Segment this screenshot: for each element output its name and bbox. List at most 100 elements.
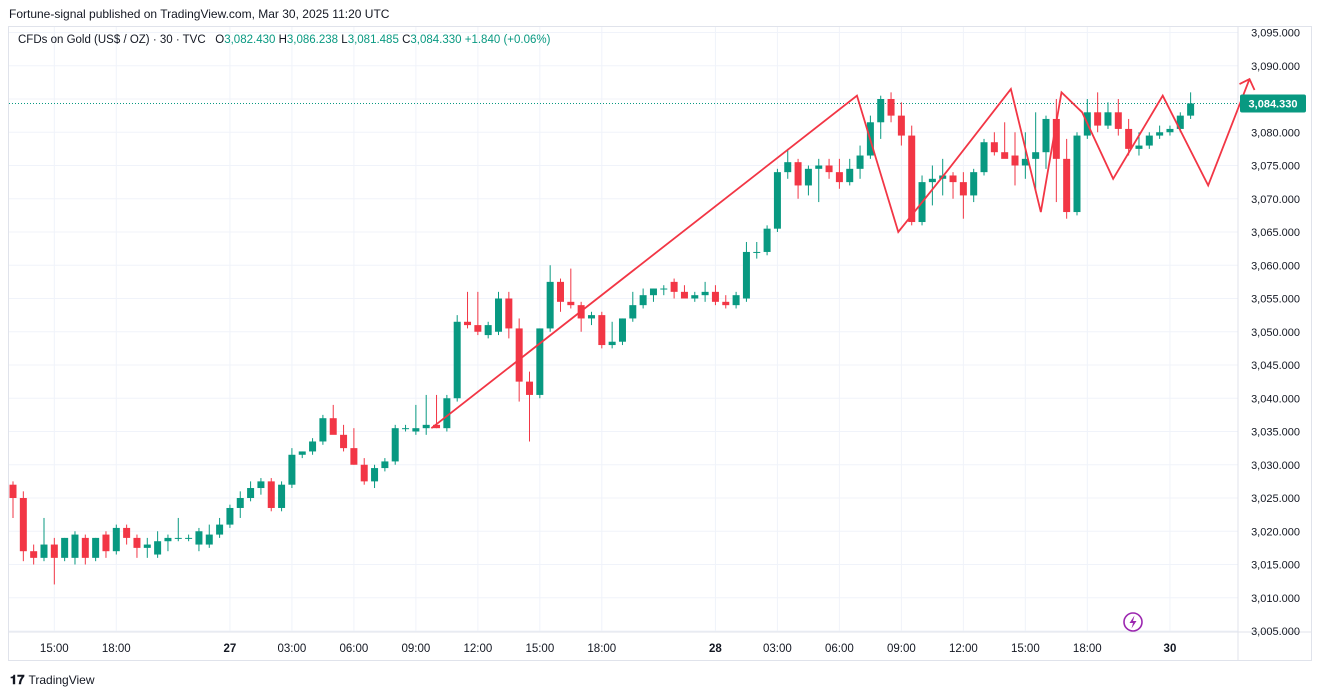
- candle-body: [205, 534, 213, 545]
- x-tick-label: 18:00: [587, 643, 616, 655]
- x-tick-label: 12:00: [463, 643, 492, 655]
- candle-body: [660, 288, 668, 290]
- candle-body: [309, 441, 317, 452]
- candle-body: [670, 281, 678, 292]
- candle-body: [1011, 155, 1019, 166]
- y-tick-label: 3,095.000: [1251, 28, 1300, 40]
- candle-body: [556, 281, 564, 302]
- candle-body: [526, 381, 533, 395]
- last-price-label: 3,084.330: [1249, 98, 1298, 110]
- candle-body: [618, 318, 626, 342]
- chart-legend: CFDs on Gold (US$ / OZ) · 30 · TVC O3,08…: [18, 34, 550, 46]
- candle-body: [908, 135, 916, 223]
- x-tick-label: 15:00: [1011, 643, 1040, 655]
- candle-body: [433, 424, 441, 429]
- candle-body: [195, 531, 203, 545]
- candle-body: [846, 168, 854, 183]
- candle-body: [174, 537, 182, 539]
- candle-body: [1187, 103, 1195, 116]
- legend-low: 3,081.485: [347, 34, 399, 46]
- candle-body: [949, 175, 957, 183]
- x-tick-label: 09:00: [887, 643, 916, 655]
- candle-body: [608, 341, 616, 346]
- candle-body: [763, 228, 771, 252]
- candle-body: [691, 295, 699, 299]
- y-tick-label: 3,005.000: [1251, 626, 1300, 638]
- y-tick-label: 3,035.000: [1251, 427, 1300, 439]
- candle-body: [742, 251, 750, 299]
- candle-body: [629, 305, 637, 319]
- y-tick-label: 3,065.000: [1251, 227, 1300, 239]
- chart-frame: [8, 26, 1312, 661]
- tradingview-logo-icon: 𝟏𝟕: [10, 672, 25, 687]
- x-tick-label: 12:00: [949, 643, 978, 655]
- candle-body: [216, 524, 224, 535]
- x-tick-label: 03:00: [763, 643, 792, 655]
- candle-body: [236, 498, 244, 508]
- candle-body: [1063, 158, 1071, 213]
- candle-body: [773, 172, 781, 229]
- candle-body: [536, 328, 544, 395]
- candle-body: [40, 544, 48, 558]
- y-tick-label: 3,080.000: [1251, 127, 1300, 139]
- candle-body: [1176, 115, 1184, 129]
- x-tick-label: 28: [709, 643, 722, 655]
- candle-body: [804, 168, 812, 186]
- candle-body: [598, 315, 606, 346]
- candle-body: [71, 534, 79, 558]
- candle-body: [1021, 158, 1029, 166]
- x-tick-label: 18:00: [1073, 643, 1102, 655]
- candle-body: [123, 527, 131, 538]
- candle-body: [371, 468, 379, 482]
- footer-brand[interactable]: 𝟏𝟕 TradingView: [10, 672, 95, 688]
- candle-body: [9, 484, 17, 498]
- candle-body: [402, 428, 410, 430]
- y-tick-label: 3,060.000: [1251, 260, 1300, 272]
- x-tick-label: 06:00: [339, 643, 368, 655]
- candle-body: [1073, 135, 1081, 213]
- candle-body: [226, 507, 234, 525]
- wave-pattern-line[interactable]: [430, 78, 1251, 429]
- candle-body: [453, 321, 461, 399]
- candle-body: [815, 165, 823, 169]
- candle-body: [928, 178, 936, 183]
- y-tick-label: 3,040.000: [1251, 393, 1300, 405]
- candle-body: [649, 288, 657, 296]
- candle-body: [61, 537, 69, 558]
- candle-body: [102, 534, 110, 552]
- candle-body: [495, 298, 503, 332]
- candle-body: [278, 484, 286, 508]
- y-tick-label: 3,010.000: [1251, 593, 1300, 605]
- candle-body: [19, 498, 27, 552]
- candle-body: [381, 461, 389, 469]
- candle-body: [422, 424, 430, 429]
- candle-body: [443, 398, 451, 429]
- candle-body: [143, 544, 151, 548]
- candle-body: [1094, 112, 1102, 126]
- candle-body: [154, 541, 162, 555]
- candle-body: [267, 481, 275, 508]
- candle-body: [1135, 145, 1143, 149]
- candle-body: [164, 537, 172, 542]
- y-tick-label: 3,075.000: [1251, 161, 1300, 173]
- candle-body: [722, 301, 730, 306]
- candle-body: [1156, 132, 1164, 136]
- arrow-head-icon: [1239, 77, 1256, 91]
- candle-body: [546, 281, 554, 329]
- candle-body: [887, 99, 895, 116]
- footer-brand-text: TradingView: [28, 673, 95, 687]
- candle-body: [247, 488, 255, 498]
- legend-open: 3,082.430: [224, 34, 276, 46]
- candle-body: [319, 418, 327, 442]
- candle-body: [587, 315, 595, 319]
- candle-body: [350, 448, 358, 465]
- candle-body: [794, 162, 802, 186]
- candle-body: [288, 454, 296, 485]
- candle-body: [980, 142, 988, 173]
- x-tick-label: 30: [1164, 643, 1177, 655]
- lightning-icon[interactable]: [1123, 612, 1143, 632]
- candle-body: [970, 172, 978, 196]
- y-tick-label: 3,050.000: [1251, 327, 1300, 339]
- candle-body: [81, 537, 89, 558]
